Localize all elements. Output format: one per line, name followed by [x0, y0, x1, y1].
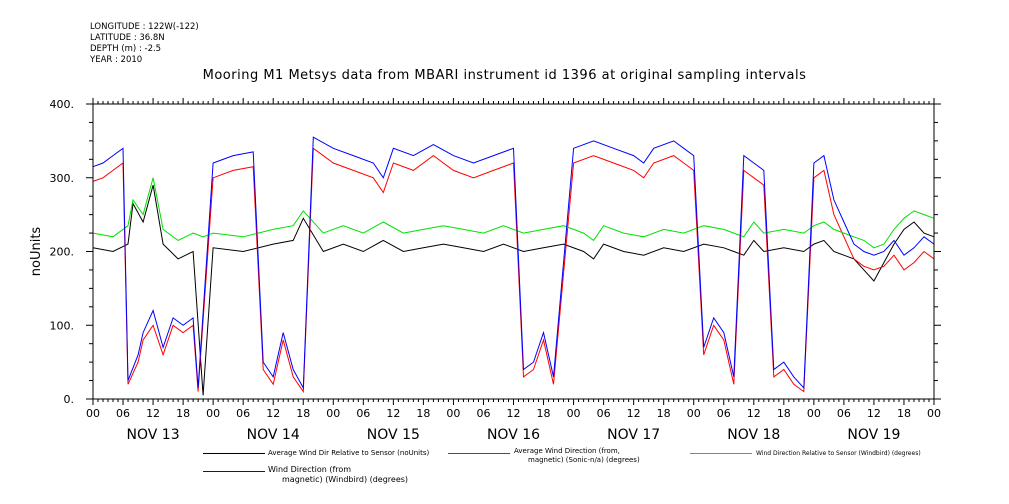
x-hour-tick-label: 00 [567, 407, 581, 420]
x-hour-tick-label: 18 [296, 407, 310, 420]
x-day-label: NOV 16 [487, 427, 540, 443]
y-tick-label: 100. [50, 319, 75, 332]
y-tick-label: 400. [50, 98, 75, 111]
series-line-4 [92, 136, 935, 390]
x-hour-tick-label: 12 [386, 407, 400, 420]
metadata-block: LONGITUDE : 122W(-122) LATITUDE : 36.8N … [90, 22, 199, 66]
series-line-1 [92, 184, 935, 396]
legend-label-series2: Average Wind Direction (from, magnetic) … [514, 447, 640, 465]
x-hour-tick-label: 06 [717, 407, 731, 420]
chart-title: Mooring M1 Metsys data from MBARI instru… [202, 68, 807, 83]
x-hour-tick-label: 00 [446, 407, 460, 420]
x-hour-tick-label: 12 [507, 407, 521, 420]
x-hour-tick-label: 06 [597, 407, 611, 420]
x-hour-tick-label: 18 [176, 407, 190, 420]
legend-label-series4: Wind Direction (from magnetic) (Windbird… [268, 465, 408, 485]
longitude-label: LONGITUDE : 122W(-122) [90, 22, 199, 32]
x-hour-tick-label: 18 [657, 407, 671, 420]
series-line-2 [92, 147, 935, 394]
x-hour-tick-label: 06 [837, 407, 851, 420]
x-hour-tick-label: 06 [476, 407, 490, 420]
x-hour-tick-label: 18 [537, 407, 551, 420]
y-tick-label: 0. [64, 393, 75, 406]
x-hour-tick-label: 12 [146, 407, 160, 420]
series-line-3 [92, 177, 935, 249]
x-hour-tick-label: 00 [927, 407, 941, 420]
x-day-label: NOV 13 [127, 427, 180, 443]
x-day-label: NOV 18 [727, 427, 780, 443]
x-hour-tick-label: 00 [206, 407, 220, 420]
y-axis-label: noUnits [29, 227, 44, 277]
x-day-label: NOV 19 [847, 427, 900, 443]
legend-swatch-red [448, 453, 510, 454]
legend-label-series4-line1: Wind Direction (from [268, 465, 352, 474]
x-hour-tick-label: 18 [777, 407, 791, 420]
legend-swatch-black [203, 453, 265, 454]
x-hour-tick-label: 00 [86, 407, 100, 420]
x-hour-tick-label: 06 [236, 407, 250, 420]
x-hour-tick-label: 00 [687, 407, 701, 420]
legend-label-series3: Wind Direction Relative to Sensor (Windb… [756, 450, 921, 457]
depth-label: DEPTH (m) : -2.5 [90, 44, 162, 54]
x-hour-tick-label: 00 [807, 407, 821, 420]
y-tick-label: 200. [50, 246, 75, 259]
year-label: YEAR : 2010 [90, 55, 143, 65]
x-hour-tick-label: 12 [627, 407, 641, 420]
x-hour-tick-label: 18 [897, 407, 911, 420]
x-hour-tick-label: 06 [356, 407, 370, 420]
legend-label-series2-line1: Average Wind Direction (from, [514, 447, 620, 455]
x-hour-tick-label: 18 [416, 407, 430, 420]
legend-label-series1: Average Wind Dir Relative to Sensor (noU… [268, 449, 430, 457]
x-hour-tick-label: 12 [747, 407, 761, 420]
legend-label-series4-line2: magnetic) (Windbird) (degrees) [282, 475, 409, 484]
latitude-label: LATITUDE : 36.8N [90, 33, 165, 43]
x-day-label: NOV 14 [247, 427, 300, 443]
legend-label-series2-line2: magnetic) (Sonic-n/a) (degrees) [528, 456, 640, 464]
x-hour-tick-label: 12 [266, 407, 280, 420]
y-tick-label: 300. [50, 172, 75, 185]
x-day-label: NOV 15 [367, 427, 420, 443]
legend-swatch-green [690, 453, 752, 454]
x-hour-tick-label: 06 [116, 407, 130, 420]
legend-swatch-blue [203, 471, 265, 472]
x-hour-tick-label: 12 [867, 407, 881, 420]
x-day-label: NOV 17 [607, 427, 660, 443]
x-hour-tick-label: 00 [326, 407, 340, 420]
